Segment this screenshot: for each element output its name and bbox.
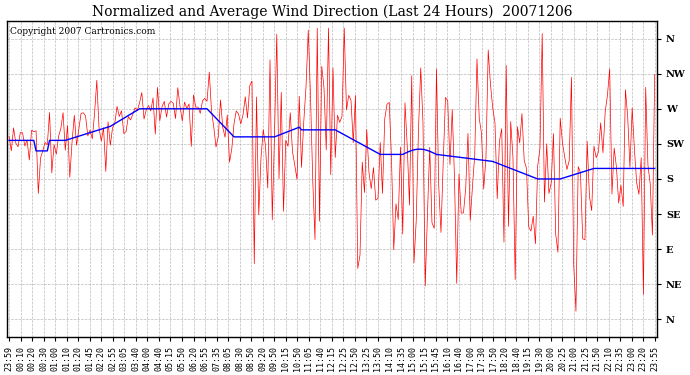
Title: Normalized and Average Wind Direction (Last 24 Hours)  20071206: Normalized and Average Wind Direction (L… (92, 4, 572, 18)
Text: Copyright 2007 Cartronics.com: Copyright 2007 Cartronics.com (10, 27, 155, 36)
